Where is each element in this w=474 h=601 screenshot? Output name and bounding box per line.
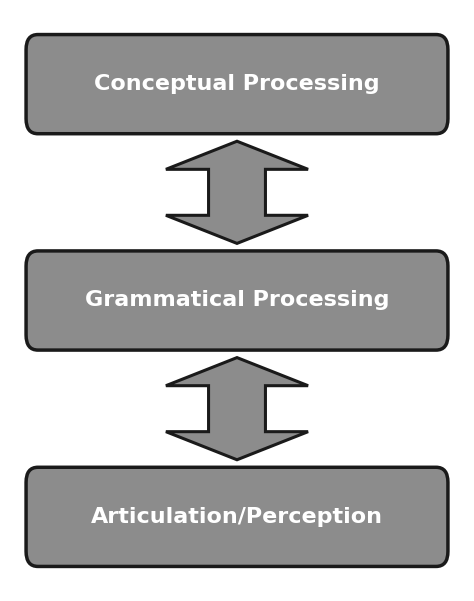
- Text: Articulation/Perception: Articulation/Perception: [91, 507, 383, 527]
- FancyBboxPatch shape: [26, 468, 448, 566]
- FancyBboxPatch shape: [26, 251, 448, 350]
- Polygon shape: [166, 141, 308, 243]
- Polygon shape: [166, 358, 308, 460]
- FancyBboxPatch shape: [26, 34, 448, 134]
- Text: Conceptual Processing: Conceptual Processing: [94, 74, 380, 94]
- Text: Grammatical Processing: Grammatical Processing: [85, 290, 389, 311]
